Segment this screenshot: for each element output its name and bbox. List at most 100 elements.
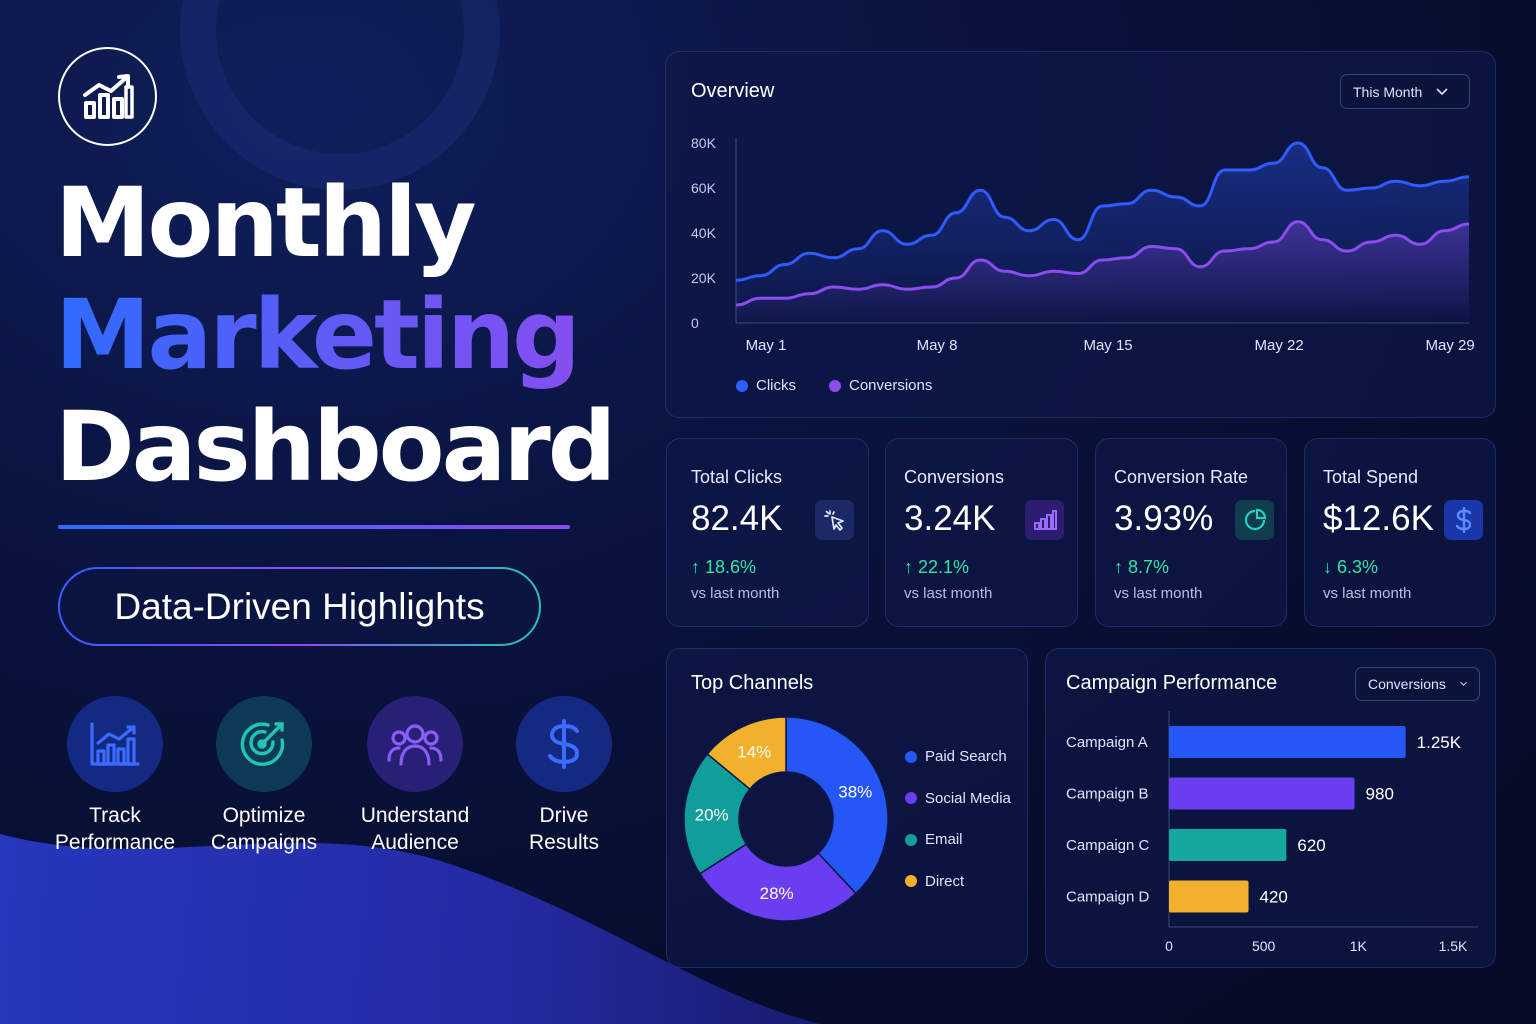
kpi-value: 3.24K xyxy=(904,499,996,538)
top-channels-title: Top Channels xyxy=(691,672,814,694)
kpi-card-conversion-rate: Conversion Rate 3.93% ↑ 8.7% vs last mon… xyxy=(1095,438,1287,627)
bar-category-label: Campaign D xyxy=(1066,889,1150,906)
kpi-delta: ↑ 22.1% xyxy=(904,557,970,577)
series-line-clicks xyxy=(735,141,1470,282)
bar-chart-growth-icon xyxy=(82,73,134,119)
channels-donut-chart: 38% 28% 20% 14% xyxy=(683,716,889,922)
pie-chart-icon xyxy=(1244,508,1266,531)
legend-conversions: Conversions xyxy=(829,377,932,394)
bar-value-label: 620 xyxy=(1297,836,1325,855)
bar-campaign-b xyxy=(1169,777,1355,810)
donut-slice-label: 14% xyxy=(737,743,771,762)
kpi-icon-box xyxy=(815,500,854,540)
legend-label: Social Media xyxy=(925,789,1011,807)
legend-label: Direct xyxy=(925,872,965,890)
legend-label: Clicks xyxy=(756,377,796,394)
campaign-bar-chart: 0 500 1K 1.5K Campaign A 1.25K Campaign B 980 Ca… xyxy=(1066,711,1478,954)
donut-slice-label: 28% xyxy=(760,884,794,903)
x-tick-label: May 15 xyxy=(1083,337,1132,354)
campaign-performance-card: Campaign Performance Conversions 0 500 1K 1… xyxy=(1045,648,1496,968)
kpi-icon-box xyxy=(1235,500,1274,540)
chevron-down-icon xyxy=(1436,87,1448,95)
kpi-subtext: vs last month xyxy=(904,585,993,602)
kpi-card-conversions: Conversions 3.24K ↑ 22.1% vs last month xyxy=(885,438,1078,627)
y-tick-label: 20K xyxy=(691,270,717,286)
bar-campaign-c xyxy=(1169,829,1287,861)
hero-title-line-2: Marketing xyxy=(55,287,613,399)
bar-category-label: Campaign A xyxy=(1066,734,1148,751)
legend-dot xyxy=(829,379,841,392)
kpi-icon-box xyxy=(1444,500,1483,540)
kpi-delta: ↑ 18.6% xyxy=(691,557,757,577)
x-tick-label: May 29 xyxy=(1426,337,1475,354)
legend-clicks: Clicks xyxy=(736,377,796,394)
bar-category-label: Campaign C xyxy=(1066,837,1150,854)
x-tick-label: 500 xyxy=(1252,938,1276,954)
bar-value-label: 980 xyxy=(1366,785,1394,804)
legend-dot xyxy=(905,833,917,846)
hero-title: Monthly Marketing Dashboard xyxy=(55,167,616,511)
series-area-conversions xyxy=(736,221,1469,323)
feature-label: Optimize Campaigns xyxy=(210,804,318,854)
background-ring xyxy=(180,0,500,190)
overview-card: Overview This Month 80K 60K 40K 20K 0 May 1 Ma… xyxy=(665,51,1496,418)
x-tick-label: May 22 xyxy=(1254,337,1303,354)
kpi-label: Conversions xyxy=(904,467,1005,487)
donut-slice-label: 38% xyxy=(838,783,872,802)
feature-optimize-campaigns: Optimize Campaigns xyxy=(189,696,339,856)
x-tick-label: May 1 xyxy=(746,337,787,354)
donut-slice-social-media xyxy=(698,843,857,922)
line-chart-icon xyxy=(90,722,140,766)
bar-value-label: 1.25K xyxy=(1417,733,1462,752)
feature-drive-results: Drive Results xyxy=(489,696,639,856)
hero-title-line-3: Dashboard xyxy=(55,391,616,503)
legend-dot xyxy=(905,750,917,763)
legend-dot xyxy=(905,792,917,804)
metric-select[interactable]: Conversions xyxy=(1355,667,1480,701)
dollar-icon xyxy=(1455,507,1471,533)
kpi-subtext: vs last month xyxy=(691,585,780,602)
bar-chart-icon xyxy=(1033,510,1057,530)
logo xyxy=(58,47,157,146)
y-tick-label: 40K xyxy=(691,225,717,241)
series-line-conversions xyxy=(735,220,1470,307)
kpi-card-total-clicks: Total Clicks 82.4K ↑ 18.6% vs last month xyxy=(666,438,869,627)
chevron-down-icon xyxy=(1460,681,1467,686)
channel-legend-item: Email xyxy=(905,831,963,848)
y-tick-label: 80K xyxy=(691,135,717,151)
legend-label: Email xyxy=(925,831,963,848)
kpi-label: Conversion Rate xyxy=(1114,467,1249,487)
kpi-subtext: vs last month xyxy=(1114,585,1203,602)
hero-title-line-1: Monthly xyxy=(55,167,477,279)
bar-category-label: Campaign B xyxy=(1066,786,1149,803)
background-wave xyxy=(0,834,820,1024)
date-range-value: This Month xyxy=(1353,83,1423,100)
donut-slice-paid-search xyxy=(785,716,889,895)
top-channels-card: Top Channels 38% 28% 20% 14% Paid Search Soc… xyxy=(666,648,1028,968)
feature-track-performance: Track Performance xyxy=(40,696,190,856)
feature-label: Track Performance xyxy=(54,804,176,854)
date-range-select[interactable]: This Month xyxy=(1340,74,1470,109)
x-tick-label: 1.5K xyxy=(1439,938,1468,954)
donut-slice-email xyxy=(683,752,751,875)
kpi-value: $12.6K xyxy=(1323,499,1434,538)
feature-understand-audience: Understand Audience xyxy=(340,696,490,856)
hero-divider xyxy=(58,525,570,529)
legend-label: Conversions xyxy=(849,377,933,394)
kpi-value: 3.93% xyxy=(1114,499,1214,538)
users-icon xyxy=(387,724,443,766)
dollar-icon xyxy=(548,719,580,769)
y-tick-label: 60K xyxy=(691,180,717,196)
overview-line-chart: 80K 60K 40K 20K 0 May 1 May 8 May 15 May 22 May 2… xyxy=(691,135,1475,354)
bar-campaign-d xyxy=(1169,880,1249,913)
channel-legend-item: Paid Search xyxy=(905,748,1007,765)
campaign-performance-title: Campaign Performance xyxy=(1066,672,1278,694)
kpi-card-total-spend: Total Spend $12.6K ↓ 6.3% vs last month xyxy=(1304,438,1496,627)
legend-dot xyxy=(736,379,748,392)
kpi-delta: ↑ 8.7% xyxy=(1114,557,1170,577)
donut-slice-direct xyxy=(706,716,787,791)
kpi-icon-box xyxy=(1025,500,1064,540)
donut-slice-label: 20% xyxy=(695,805,729,824)
cursor-click-icon xyxy=(823,510,844,531)
channel-legend-item: Direct xyxy=(905,873,964,890)
